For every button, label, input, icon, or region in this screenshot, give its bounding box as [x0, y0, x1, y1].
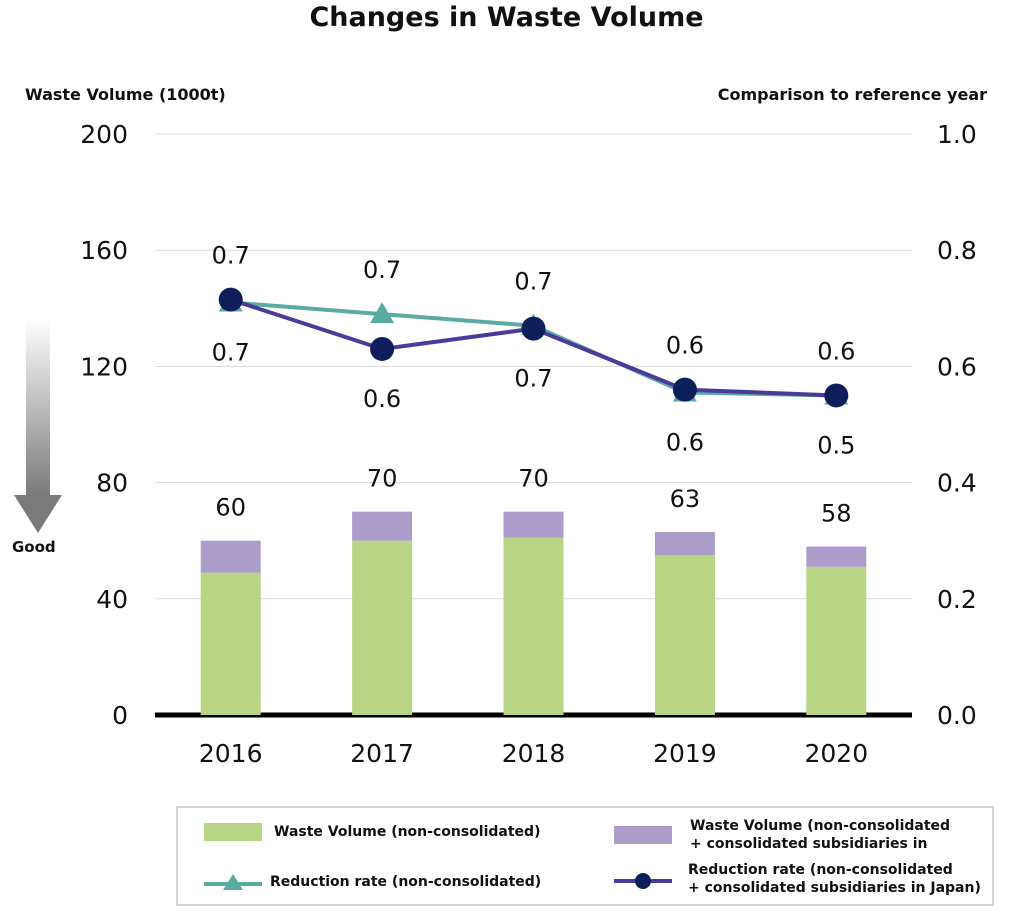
reduction-nc-label: 0.7: [514, 268, 552, 296]
legend-label-waste-total: Waste Volume (non-consolidated + consoli…: [690, 817, 950, 853]
bar-total-label: 58: [821, 500, 852, 528]
legend-label-reduction-total-line2: + consolidated subsidiaries in Japan): [688, 880, 981, 896]
legend-label-waste-total-line1: Waste Volume (non-consolidated: [690, 818, 951, 834]
labels: 0 0.0 40 0.2 80 0.4 120 0.6 160 0.8 200 1.0 60 2016 70…: [80, 120, 976, 768]
bars: [200, 511, 867, 715]
legend-swatch-waste-total: [614, 826, 672, 844]
y-right-tick-label: 0.0: [937, 701, 977, 730]
y-left-tick-label: 160: [80, 236, 128, 265]
reduction-total-label: 0.7: [212, 338, 250, 366]
y-right-tick-label: 0.4: [937, 469, 977, 498]
good-direction-arrow-icon: [14, 318, 62, 533]
bar-waste-subsidiaries: [200, 540, 261, 573]
reduction-nc-label: 0.6: [817, 337, 855, 365]
good-indicator-label: Good: [12, 538, 56, 556]
marker-reduction-total: [521, 316, 546, 341]
legend-label-reduction-total-line1: Reduction rate (non-consolidated: [688, 862, 953, 878]
reduction-nc-label: 0.6: [666, 332, 704, 360]
marker-reduction-nc: [370, 302, 395, 324]
legend-label-reduction-nc: Reduction rate (non-consolidated): [270, 874, 542, 890]
bar-waste-nc: [654, 555, 715, 715]
marker-reduction-total: [672, 377, 697, 402]
y-left-tick-label: 0: [112, 701, 128, 730]
chart-area: 0 0.0 40 0.2 80 0.4 120 0.6 160 0.8 200 1.0 60 2016 70…: [14, 120, 977, 768]
legend-label-waste-total-line2: + consolidated subsidiaries in: [690, 836, 928, 852]
y-right-tick-label: 0.6: [937, 352, 977, 381]
legend-item-waste-total: Waste Volume (non-consolidated + consoli…: [614, 817, 950, 853]
bar-total-label: 60: [215, 494, 246, 522]
legend: Waste Volume (non-consolidated) Waste Vo…: [176, 806, 994, 906]
legend-label-waste-nc: Waste Volume (non-consolidated): [274, 824, 541, 840]
x-tick-label: 2018: [502, 739, 566, 768]
y-right-tick-label: 0.2: [937, 585, 977, 614]
marker-reduction-total: [824, 383, 849, 408]
x-tick-label: 2020: [804, 739, 868, 768]
reduction-total-label: 0.5: [817, 431, 855, 459]
bar-waste-subsidiaries: [806, 546, 867, 567]
x-tick-label: 2019: [653, 739, 717, 768]
right-axis-label: Comparison to reference year: [717, 85, 987, 104]
reduction-total-label: 0.6: [666, 429, 704, 457]
bar-waste-nc: [503, 537, 564, 715]
reduction-total-label: 0.6: [363, 385, 401, 413]
x-tick-label: 2016: [199, 739, 263, 768]
y-right-tick-label: 0.8: [937, 236, 977, 265]
y-left-tick-label: 120: [80, 352, 128, 381]
left-axis-label: Waste Volume (1000t): [25, 85, 226, 104]
y-left-tick-label: 40: [96, 585, 128, 614]
lines: [218, 287, 849, 408]
bar-total-label: 70: [518, 465, 549, 493]
bar-waste-subsidiaries: [654, 531, 715, 556]
legend-item-waste-nc: Waste Volume (non-consolidated): [204, 823, 540, 841]
bar-waste-nc: [200, 572, 261, 715]
x-tick-label: 2017: [350, 739, 414, 768]
reduction-nc-label: 0.7: [363, 256, 401, 284]
bar-waste-subsidiaries: [503, 511, 564, 538]
bar-total-label: 70: [367, 465, 398, 493]
triangle-marker-icon: [204, 874, 262, 890]
y-right-tick-label: 1.0: [937, 120, 977, 149]
bar-waste-nc: [806, 566, 867, 715]
circle-marker-icon: [614, 873, 672, 889]
legend-item-reduction-nc: Reduction rate (non-consolidated): [204, 872, 541, 892]
y-left-tick-label: 200: [80, 120, 128, 149]
bar-waste-subsidiaries: [352, 511, 413, 541]
chart-title: Changes in Waste Volume: [309, 2, 704, 33]
marker-reduction-total: [370, 336, 395, 361]
legend-label-reduction-total: Reduction rate (non-consolidated + conso…: [688, 861, 981, 897]
bar-waste-nc: [352, 540, 413, 715]
legend-swatch-waste-nc: [204, 823, 262, 841]
marker-reduction-total: [218, 287, 243, 312]
reduction-total-label: 0.7: [514, 365, 552, 393]
legend-item-reduction-total: Reduction rate (non-consolidated + conso…: [614, 861, 981, 897]
reduction-nc-label: 0.7: [212, 242, 250, 270]
bar-total-label: 63: [670, 485, 701, 513]
y-left-tick-label: 80: [96, 469, 128, 498]
